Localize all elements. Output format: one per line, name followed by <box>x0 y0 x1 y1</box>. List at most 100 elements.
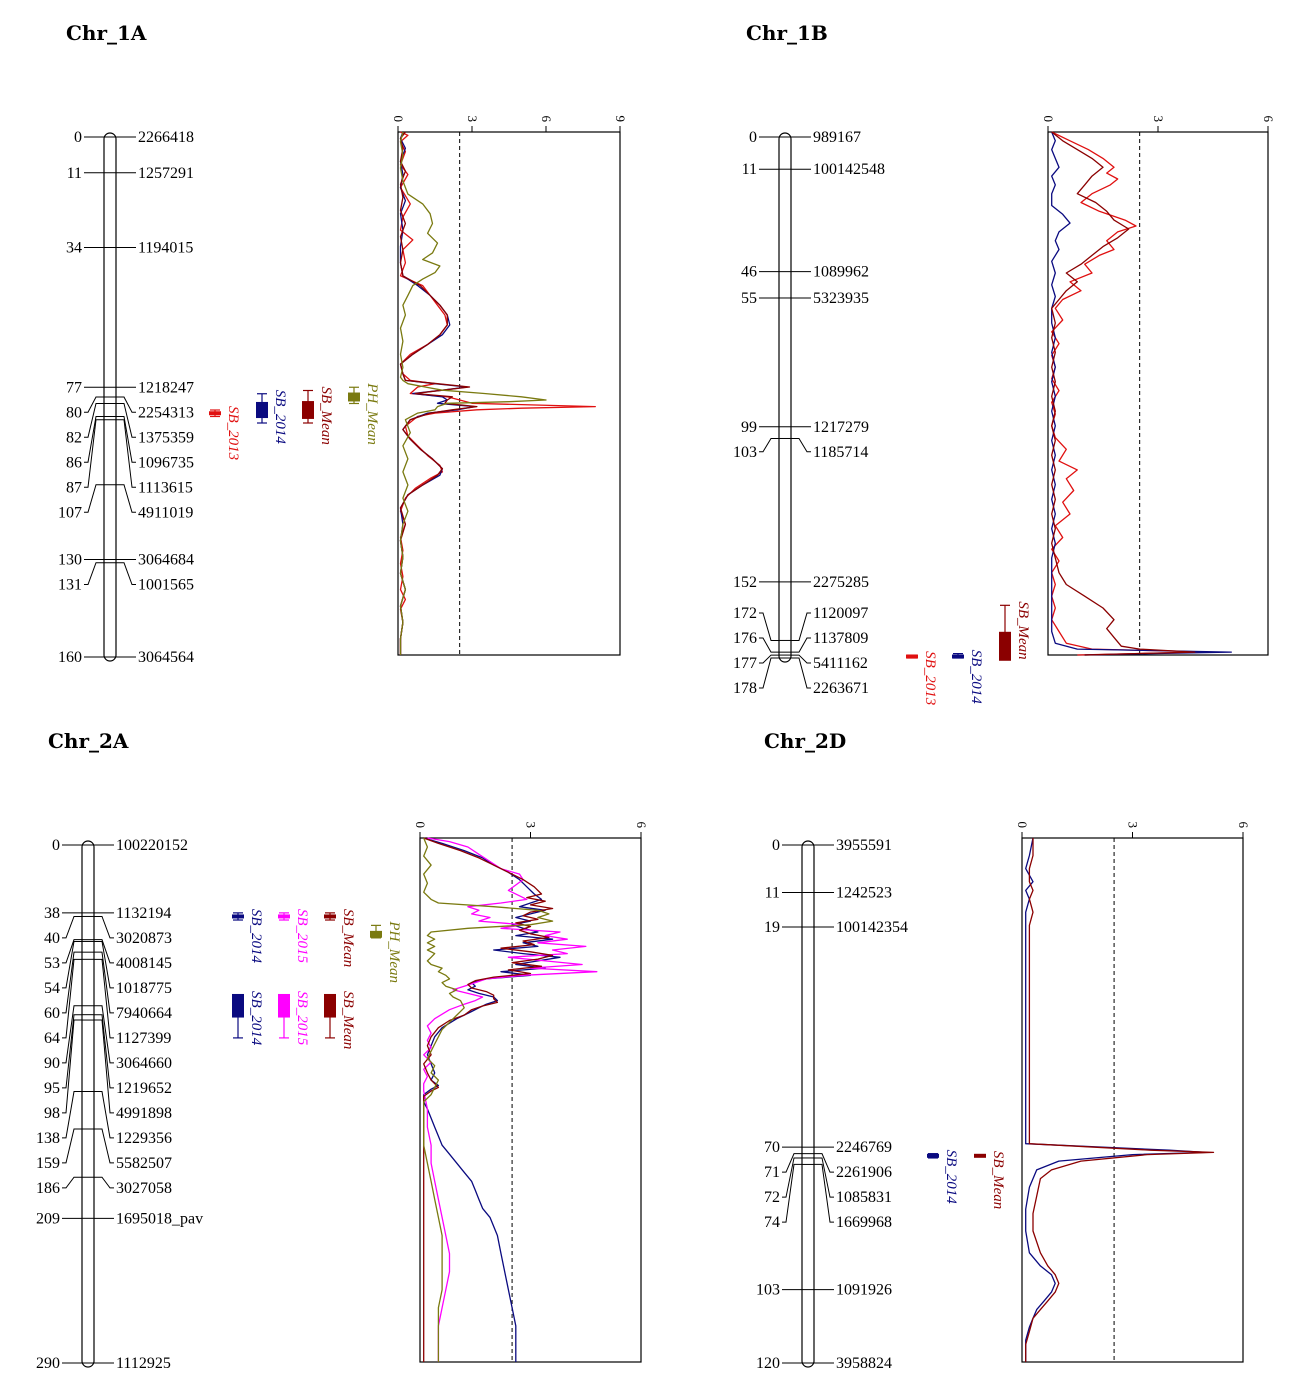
qtl-peak-box <box>952 654 964 659</box>
marker-connector-left <box>84 416 104 463</box>
marker-position: 172 <box>733 605 757 622</box>
qtl-label: SB_2014 <box>248 909 264 964</box>
marker-position: 0 <box>749 129 757 146</box>
marker-name: 989167 <box>813 129 861 146</box>
marker-name: 1001565 <box>138 577 194 594</box>
marker-name: 1089962 <box>813 264 869 281</box>
marker-position: 71 <box>764 1164 780 1181</box>
marker-name: 1229356 <box>116 1130 172 1147</box>
marker-position: 131 <box>58 577 82 594</box>
lod-curve-sb-2015 <box>423 837 598 1362</box>
qtl-peak-box <box>999 631 1011 661</box>
marker-position: 138 <box>36 1130 60 1147</box>
marker-name: 1085831 <box>836 1189 892 1206</box>
lod-plot-frame <box>419 837 642 1363</box>
marker-position: 38 <box>44 905 60 922</box>
linkage-group-chr1a: 0 2266418 11 1257291 34 1194015 77 1218247 80 225… <box>58 116 628 667</box>
qtl-label: SB_2013 <box>922 651 938 705</box>
marker-connector-left <box>62 1128 82 1164</box>
marker-position: 55 <box>741 290 757 307</box>
qtl-label: SB_2015 <box>294 909 310 964</box>
panel-title-chr2d: Chr_2D <box>764 729 846 753</box>
marker-position: 130 <box>58 552 82 569</box>
qtl-peak-box <box>209 411 221 416</box>
marker-connector-left <box>62 1091 82 1139</box>
qtl-label: SB_2014 <box>272 390 288 445</box>
marker-name: 1132194 <box>116 905 171 922</box>
marker-name: 1669968 <box>836 1214 892 1231</box>
marker-connector-right <box>94 1176 114 1189</box>
marker-position: 11 <box>742 161 757 178</box>
marker-connector-left <box>62 939 82 964</box>
marker-name: 100220152 <box>116 837 188 854</box>
marker-position: 0 <box>52 837 60 854</box>
lod-axis-tick-label: 6 <box>1261 116 1276 123</box>
marker-position: 54 <box>44 980 60 997</box>
marker-position: 90 <box>44 1055 60 1072</box>
marker-connector-right <box>791 654 811 664</box>
qtl-label: SB_Mean <box>990 1151 1006 1209</box>
marker-name: 1018775 <box>116 980 172 997</box>
marker-position: 103 <box>756 1282 780 1299</box>
chromosome-bar <box>801 840 815 1368</box>
marker-name: 3064684 <box>138 552 194 569</box>
qtl-peak-box <box>348 392 360 402</box>
marker-connector-left <box>782 1163 802 1223</box>
marker-connector-left <box>759 437 779 453</box>
marker-position: 86 <box>66 454 82 471</box>
marker-position: 160 <box>58 649 82 666</box>
marker-connector-right <box>814 1163 834 1223</box>
qtl-peak-box <box>927 1153 939 1158</box>
qtl-label: SB_Mean <box>318 387 334 445</box>
lod-curve-sb-mean <box>1025 838 1215 1362</box>
marker-position: 120 <box>756 1355 780 1372</box>
marker-position: 178 <box>733 680 757 697</box>
marker-name: 1113615 <box>138 479 193 496</box>
marker-position: 70 <box>764 1139 780 1156</box>
marker-name: 1217279 <box>813 419 869 436</box>
marker-name: 1185714 <box>813 444 868 461</box>
marker-name: 2254313 <box>138 404 194 421</box>
qtl-peak-box <box>302 401 314 419</box>
marker-position: 152 <box>733 574 757 591</box>
lod-axis-tick-label: 0 <box>1041 116 1056 123</box>
qtl-label: SB_Mean <box>340 909 356 967</box>
marker-name: 1120097 <box>813 605 868 622</box>
marker-name: 1219652 <box>116 1080 172 1097</box>
marker-position: 72 <box>764 1189 780 1206</box>
marker-connector-right <box>94 940 114 989</box>
marker-connector-right <box>94 1005 114 1064</box>
marker-position: 77 <box>66 379 82 396</box>
marker-position: 87 <box>66 479 82 496</box>
marker-position: 95 <box>44 1080 60 1097</box>
marker-position: 11 <box>67 165 82 182</box>
lod-axis-tick-label: 6 <box>539 116 554 123</box>
linkage-group-chr1b: 0 989167 11 100142548 46 1089962 55 5323935 99 12… <box>733 116 1276 706</box>
marker-connector-left <box>782 1153 802 1173</box>
marker-position: 103 <box>733 444 757 461</box>
marker-position: 53 <box>44 955 60 972</box>
panel-title-chr1a: Chr_1A <box>66 21 147 45</box>
marker-position: 74 <box>764 1214 780 1231</box>
qtl-peak-box <box>278 993 290 1018</box>
marker-connector-left <box>62 915 82 939</box>
marker-connector-left <box>84 562 104 585</box>
marker-connector-left <box>62 951 82 1014</box>
lod-axis-tick-label: 0 <box>1015 822 1030 829</box>
lod-axis-tick-label: 6 <box>634 822 649 829</box>
panel-title-chr2a: Chr_2A <box>48 729 129 753</box>
marker-position: 0 <box>74 129 82 146</box>
lod-axis-tick-label: 3 <box>524 822 539 829</box>
qtl-label: SB_2015 <box>294 991 310 1046</box>
marker-position: 107 <box>58 504 82 521</box>
marker-name: 3064564 <box>138 649 194 666</box>
qtl-label: SB_2014 <box>968 650 984 705</box>
qtl-label: SB_Mean <box>340 991 356 1049</box>
marker-name: 100142354 <box>836 919 908 936</box>
marker-name: 3958824 <box>836 1355 892 1372</box>
marker-connector-right <box>116 396 136 413</box>
panel-title-chr1b: Chr_1B <box>746 21 828 45</box>
lod-axis-tick-label: 6 <box>1236 822 1251 829</box>
marker-position: 209 <box>36 1210 60 1227</box>
marker-name: 5582507 <box>116 1155 172 1172</box>
